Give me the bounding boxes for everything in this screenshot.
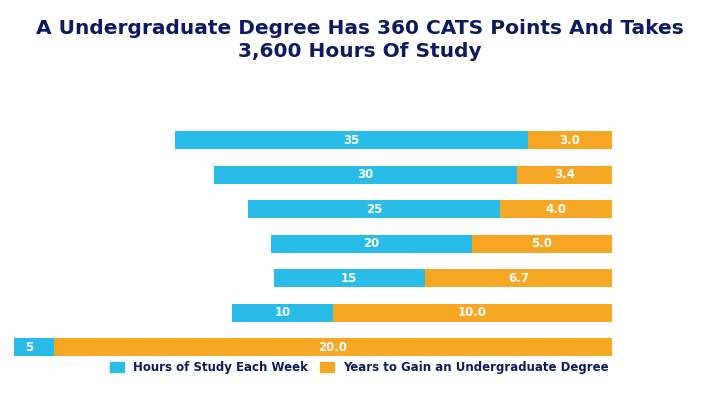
Text: 15: 15 [341, 272, 357, 285]
Text: 4.0: 4.0 [546, 202, 567, 215]
Text: 35: 35 [344, 134, 360, 147]
Text: 30: 30 [357, 168, 374, 181]
Text: 5: 5 [25, 341, 33, 354]
Bar [232, 304, 333, 322]
Bar [248, 200, 500, 218]
Text: 10.0: 10.0 [458, 306, 487, 319]
Text: 3.4: 3.4 [554, 168, 574, 181]
Text: 3.0: 3.0 [559, 134, 580, 147]
Text: 5.0: 5.0 [531, 237, 552, 250]
Text: 10: 10 [275, 306, 290, 319]
Bar [333, 304, 612, 322]
Text: 25: 25 [366, 202, 383, 215]
Text: 20: 20 [363, 237, 380, 250]
Text: A Undergraduate Degree Has 360 CATS Points And Takes
3,600 Hours Of Study: A Undergraduate Degree Has 360 CATS Poin… [36, 19, 683, 61]
Bar [214, 165, 517, 184]
Bar [472, 235, 612, 252]
Legend: Hours of Study Each Week, Years to Gain an Undergraduate Degree: Hours of Study Each Week, Years to Gain … [105, 357, 614, 379]
Bar [425, 269, 612, 287]
Bar [175, 131, 528, 149]
Bar [54, 338, 612, 356]
Bar [270, 235, 472, 252]
Bar [274, 269, 425, 287]
Bar [528, 131, 612, 149]
Text: 6.7: 6.7 [508, 272, 528, 285]
Bar [4, 338, 54, 356]
Bar [500, 200, 612, 218]
Bar [517, 165, 612, 184]
Text: 20.0: 20.0 [319, 341, 347, 354]
